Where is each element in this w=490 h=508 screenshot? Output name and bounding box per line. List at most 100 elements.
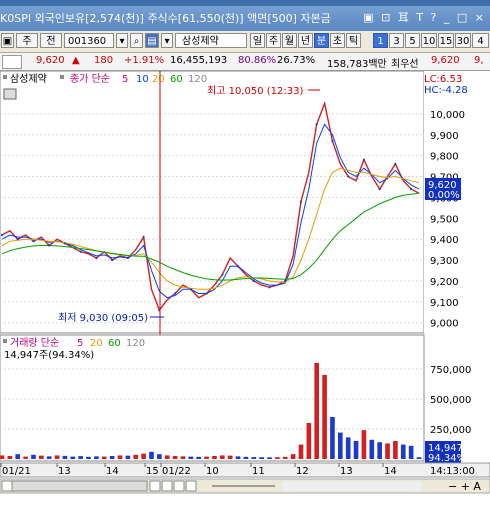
rewind-button[interactable] xyxy=(161,480,173,492)
title-bar-top-strip xyxy=(0,0,490,6)
volume-bar xyxy=(408,445,414,459)
volume-bar xyxy=(149,451,154,459)
price-point xyxy=(362,158,366,161)
price-grid xyxy=(0,113,423,324)
legend-bullet xyxy=(3,75,7,79)
interval-15[interactable]: 15 xyxy=(438,33,454,48)
zoom-controls-icon[interactable]: − + A xyxy=(448,480,481,493)
interval-30[interactable]: 30 xyxy=(455,33,471,48)
grid-toggle-icon[interactable] xyxy=(3,88,17,100)
hc-label: HC:-4.28 xyxy=(424,85,468,96)
current-volume-box xyxy=(425,441,461,463)
period-minute[interactable]: 분 xyxy=(314,33,329,48)
volume-bar xyxy=(70,456,76,459)
volume-bar xyxy=(125,455,131,459)
price-point xyxy=(331,139,334,143)
search-icon[interactable]: ⌕ xyxy=(130,33,143,48)
volume-bar xyxy=(267,457,272,459)
period-tick[interactable]: 틱 xyxy=(346,33,361,48)
quote-tail: 9, xyxy=(474,55,484,66)
period-month[interactable]: 월 xyxy=(282,33,297,48)
quote-best-price: 9,620 xyxy=(431,55,460,66)
price-point xyxy=(173,292,177,295)
menu-icon[interactable]: ▣ xyxy=(1,33,14,48)
price-tick-label: 9,200 xyxy=(430,277,459,288)
stock-code-input[interactable]: 001360 xyxy=(64,33,114,48)
price-panel-frame xyxy=(0,70,425,334)
vol-legend-ma120: 120 xyxy=(126,338,145,349)
volume-bar xyxy=(338,432,343,459)
price-axis-area xyxy=(424,71,490,333)
quote-price: 9,620 xyxy=(36,55,65,66)
volume-bar xyxy=(219,455,225,459)
volume-bar xyxy=(290,454,296,459)
volume-tick-label: 500,000 xyxy=(430,395,471,406)
volume-bar xyxy=(322,375,327,459)
volume-bar xyxy=(196,456,202,459)
price-point xyxy=(299,200,303,203)
x-tick-label: 12 xyxy=(296,466,309,477)
scroll-track[interactable] xyxy=(11,480,148,492)
quote-change-arrow: ▲ xyxy=(72,55,80,66)
chart-svg[interactable]: 10,0009,9009,8009,7009,6009,5009,4009,30… xyxy=(0,70,490,505)
vol-legend-ma5: 5 xyxy=(77,338,83,349)
x-tick-label: 11 xyxy=(252,466,265,477)
price-point xyxy=(268,286,271,289)
volume-text: 14,947주(94.34%) xyxy=(4,350,94,361)
volume-bar xyxy=(133,454,139,459)
price-point xyxy=(394,162,397,166)
type-select[interactable]: 주 xyxy=(16,33,38,48)
chevron-down-icon-2[interactable]: ▾ xyxy=(161,33,173,48)
volume-bar xyxy=(259,457,264,459)
period-year[interactable]: 년 xyxy=(298,33,313,48)
x-tick-label: 15 xyxy=(146,466,159,477)
market-select[interactable]: 전 xyxy=(40,33,62,48)
volume-bar xyxy=(235,456,241,459)
stock-name-field[interactable]: 삼성제약 xyxy=(175,33,247,48)
price-point xyxy=(205,292,208,295)
period-day[interactable]: 일 xyxy=(250,33,265,48)
window-controls[interactable]: ▣ ⊡ 耳 T ? _ □ × xyxy=(363,11,486,24)
x-tick-label: 01/21 xyxy=(2,466,31,477)
volume-bar xyxy=(117,455,123,459)
legend-ma-label: 종가 단순 xyxy=(70,73,110,85)
vol-legend-ma60: 60 xyxy=(108,338,121,349)
volume-bar xyxy=(393,441,398,459)
stop-button[interactable] xyxy=(173,480,185,492)
drawing-tools[interactable] xyxy=(282,481,422,491)
volume-bar xyxy=(164,455,170,459)
interval-3[interactable]: 3 xyxy=(389,33,404,48)
chevron-down-icon[interactable]: ▾ xyxy=(116,33,128,48)
price-point xyxy=(189,288,192,291)
period-second[interactable]: 초 xyxy=(330,33,345,48)
volume-bar xyxy=(86,456,91,459)
legend-ma20: 20 xyxy=(152,74,165,85)
interval-1[interactable]: 1 xyxy=(373,33,388,48)
volume-bar xyxy=(377,442,382,459)
x-tick-label: 13 xyxy=(340,466,353,477)
interval-5[interactable]: 5 xyxy=(405,33,420,48)
scroll-left-button[interactable] xyxy=(1,480,13,492)
vol-legend-ma20: 20 xyxy=(90,338,103,349)
period-week[interactable]: 주 xyxy=(266,33,281,48)
play-button[interactable] xyxy=(149,480,161,492)
current-vol-pct: 94.34% xyxy=(428,453,466,464)
forward-button[interactable] xyxy=(185,480,197,492)
price-tick-label: 9,000 xyxy=(430,319,459,330)
chart-panel[interactable]: 10,0009,9009,8009,7009,6009,5009,4009,30… xyxy=(0,70,490,505)
quote-prev-button[interactable] xyxy=(2,55,22,69)
x-tick-label: 14 xyxy=(384,466,397,477)
volume-bar xyxy=(282,456,288,459)
list-icon[interactable]: ▤ xyxy=(145,33,159,48)
price-point xyxy=(79,250,82,253)
volume-bar xyxy=(385,443,390,459)
volume-bar xyxy=(298,444,304,459)
interval-more[interactable]: 4 xyxy=(472,33,489,48)
interval-10[interactable]: 10 xyxy=(421,33,437,48)
price-tick-label: 9,300 xyxy=(430,256,459,267)
volume-panel-frame xyxy=(0,334,425,462)
volume-bar xyxy=(62,455,68,459)
price-point xyxy=(347,175,350,178)
volume-bar xyxy=(275,457,280,459)
volume-bar xyxy=(306,423,312,459)
